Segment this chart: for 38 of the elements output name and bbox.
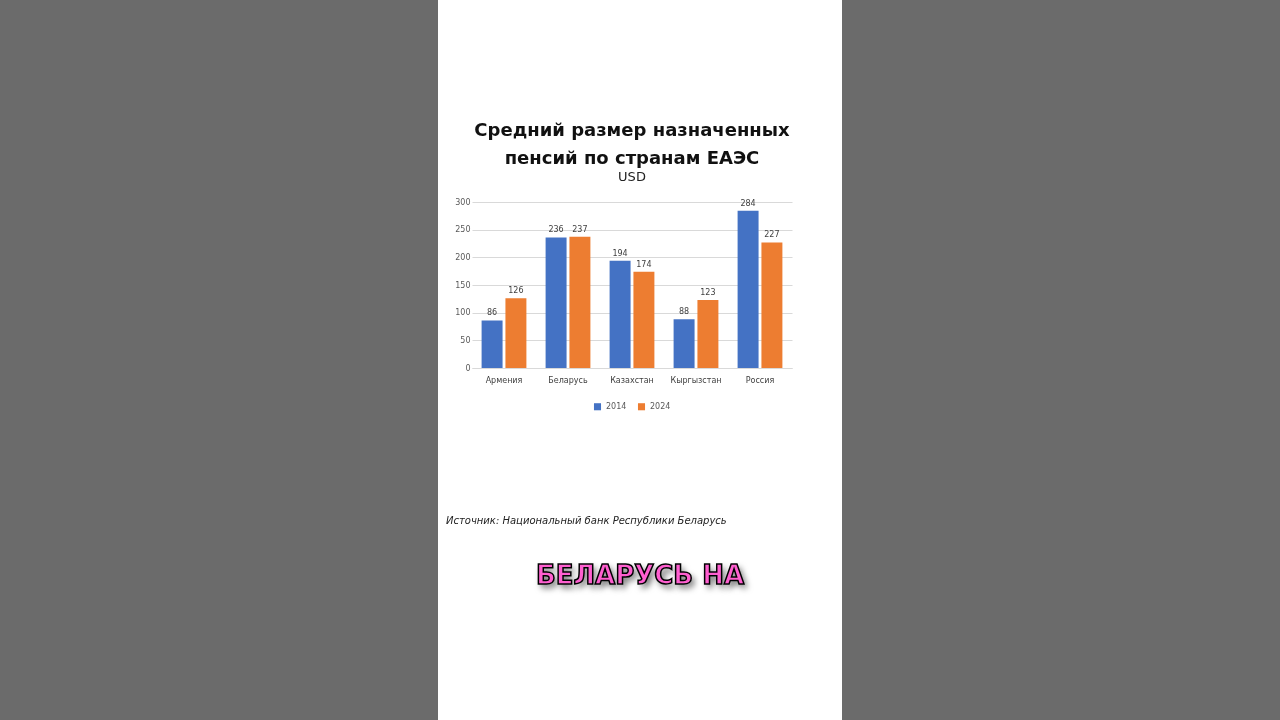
bar <box>673 319 695 368</box>
bar <box>609 260 631 368</box>
bar <box>697 299 719 368</box>
data-label: 194 <box>612 248 628 258</box>
bar <box>545 237 567 368</box>
text: Источник: Национальный банк Республики Беларусь <box>446 515 727 526</box>
bar <box>633 271 655 368</box>
text: БЕЛАРУСЬ НА <box>534 560 746 590</box>
chart-title: Средний размер назначенных пенсий по странам ЕАЭС <box>474 119 791 168</box>
data-label: 86 <box>486 308 498 318</box>
y-tick-label: 50 <box>460 335 471 345</box>
data-label: 237 <box>572 224 588 234</box>
legend-label: 2024 <box>650 401 671 411</box>
y-tick-label: 300 <box>455 197 471 207</box>
bar <box>569 236 591 368</box>
bar <box>505 298 527 368</box>
y-tick-label: 200 <box>455 252 471 262</box>
data-label: 174 <box>636 259 652 269</box>
x-tick-label: Казахстан <box>610 375 654 385</box>
chart-subtitle: USD <box>618 169 646 184</box>
x-tick-label: Армения <box>485 375 523 385</box>
data-label: 284 <box>740 198 756 208</box>
y-tick-label: 150 <box>455 280 471 290</box>
y-tick-label: 100 <box>455 308 471 318</box>
data-label: 123 <box>700 287 716 297</box>
data-label: 236 <box>548 225 564 235</box>
legend-label: 2014 <box>606 401 627 411</box>
data-label: 227 <box>764 230 780 240</box>
bar <box>737 210 759 368</box>
data-label: 88 <box>678 307 690 317</box>
x-tick-label: Россия <box>745 375 775 385</box>
x-tick-label: Беларусь <box>548 375 588 385</box>
x-tick-label: Кыргызстан <box>670 375 722 385</box>
bar <box>481 320 503 368</box>
data-label: 126 <box>508 286 524 296</box>
bar <box>761 242 783 368</box>
y-tick-label: 0 <box>465 363 471 373</box>
y-tick-label: 250 <box>455 225 471 235</box>
